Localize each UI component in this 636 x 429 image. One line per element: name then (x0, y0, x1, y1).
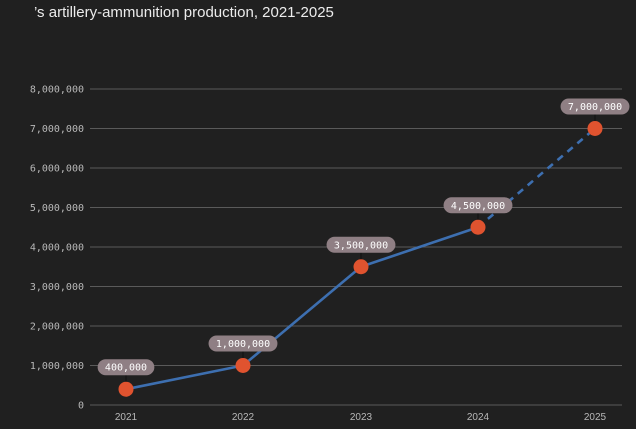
series-line (125, 226, 479, 391)
y-tick-label: 7,000,000 (30, 124, 84, 135)
data-label-bg (97, 359, 155, 376)
x-tick-label: 2025 (584, 412, 607, 423)
data-point-marker (235, 358, 251, 373)
data-label: 1,000,000 (216, 339, 270, 350)
data-label: 3,500,000 (334, 240, 388, 251)
x-tick-label: 2024 (467, 412, 490, 423)
y-tick-label: 1,000,000 (30, 361, 84, 372)
data-label: 7,000,000 (568, 102, 622, 113)
data-label-bg (443, 197, 513, 214)
x-tick-label: 2021 (115, 412, 138, 423)
data-point-marker (470, 219, 486, 235)
x-tick-label: 2023 (350, 412, 373, 423)
x-tick-label: 2022 (232, 412, 255, 423)
data-point-marker (587, 121, 603, 136)
y-tick-label: 5,000,000 (30, 203, 84, 214)
data-label: 400,000 (105, 363, 147, 374)
chart-title: ’s artillery-ammunition production, 2021… (34, 4, 334, 21)
y-tick-label: 3,000,000 (30, 282, 84, 293)
y-tick-label: 2,000,000 (30, 322, 84, 333)
data-label-bg (208, 335, 278, 352)
y-tick-label: 4,000,000 (30, 243, 84, 254)
y-tick-label: 8,000,000 (30, 85, 84, 96)
data-point-marker (353, 259, 369, 275)
data-label: 4,500,000 (451, 201, 505, 212)
data-point-marker (118, 381, 134, 397)
y-tick-label: 0 (78, 401, 84, 412)
y-tick-label: 6,000,000 (30, 164, 84, 175)
data-label-bg (326, 236, 396, 253)
data-label-bg (560, 98, 630, 115)
